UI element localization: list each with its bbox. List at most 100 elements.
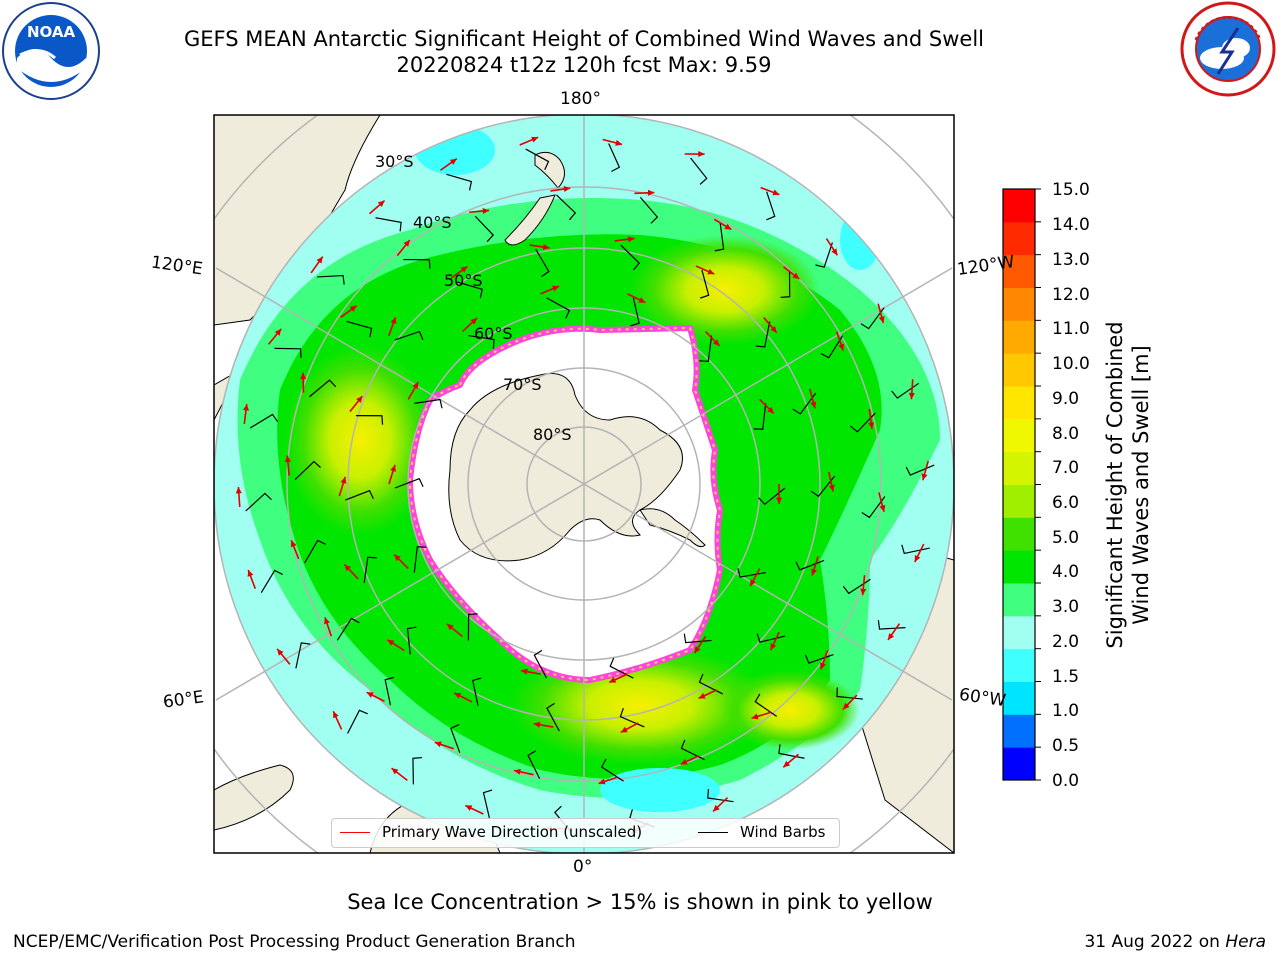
sea-ice-note: Sea Ice Concentration > 15% is shown in … — [347, 890, 933, 914]
wind-barb — [699, 335, 713, 362]
wave-direction-arrowhead — [694, 646, 701, 654]
colorbar-segment — [1003, 254, 1035, 288]
wave-direction-arrowhead — [454, 692, 462, 699]
wind-barb — [820, 335, 844, 359]
wave-direction-arrowhead — [908, 392, 915, 400]
colorbar-segment — [1003, 353, 1035, 387]
wave-direction-arrowhead — [838, 343, 845, 351]
wind-barb — [245, 492, 272, 512]
colorbar-segment — [1003, 681, 1035, 715]
colorbar — [1003, 188, 1041, 781]
wave-direction-arrowhead — [713, 804, 720, 812]
lat-label-70s: 70°S — [503, 375, 542, 394]
wave-direction-arrowhead — [609, 677, 617, 683]
wind-barb — [861, 496, 886, 519]
wind-barb — [620, 244, 641, 271]
colorbar-segment — [1003, 451, 1035, 485]
colorbar-segment — [1003, 287, 1035, 321]
wave-direction-arrowhead — [356, 395, 363, 403]
noaa-logo-text: NOAA — [27, 23, 76, 41]
wave-direction-arrowhead — [366, 692, 374, 698]
wave-direction-arrowhead — [810, 401, 817, 409]
colorbar-tick: 13.0 — [1052, 250, 1090, 270]
wave-direction-arrowhead — [377, 200, 385, 208]
colorbar-segment — [1003, 418, 1035, 453]
wave-direction-arrowhead — [277, 648, 284, 656]
wave-direction-arrowhead — [390, 464, 396, 472]
wind-barb — [467, 613, 478, 641]
lat-label-50s: 50°S — [444, 271, 483, 290]
colorbar-tick: 1.5 — [1052, 667, 1080, 687]
wave-direction-arrowhead — [772, 189, 780, 196]
lon-label-0: 0° — [573, 857, 593, 877]
wave-direction-arrowhead — [449, 158, 457, 165]
wave-direction-arrowhead — [284, 455, 291, 463]
wind-barb — [406, 626, 417, 655]
colorbar-tick: 6.0 — [1052, 493, 1080, 513]
wind-barb — [304, 539, 327, 564]
wave-direction-legend-label: Primary Wave Direction (unscaled) — [382, 823, 643, 841]
colorbar-segment — [1003, 189, 1035, 223]
wave-direction-arrowhead — [615, 139, 623, 146]
wind-barb — [446, 173, 473, 191]
wave-direction-arrowhead — [842, 702, 850, 710]
colorbar-label-line2: Wind Waves and Swell [m] — [1129, 345, 1153, 625]
wind-barb — [714, 223, 725, 252]
wind-barb — [355, 414, 384, 425]
wind-barb — [600, 758, 624, 782]
footer-date-text: 31 Aug 2022 on — [1084, 932, 1226, 952]
wave-direction-arrowhead — [274, 328, 282, 336]
wind-barb — [375, 217, 402, 232]
colorbar-segment — [1003, 550, 1035, 584]
colorbar-tick: 7.0 — [1052, 458, 1080, 478]
wind-barb — [810, 475, 836, 498]
wave-direction-arrowhead — [434, 741, 442, 748]
colorbar-tick: 1.0 — [1052, 701, 1080, 721]
wave-direction-arrowhead — [751, 713, 759, 720]
wave-direction-arrowhead — [914, 554, 921, 562]
wind-barb — [274, 347, 302, 358]
lat-label-80s: 80°S — [533, 425, 572, 444]
wave-direction-arrowhead — [750, 579, 756, 587]
colorbar-segment — [1003, 484, 1035, 518]
wave-direction-arrowhead — [344, 564, 351, 572]
wind-barb — [630, 297, 640, 327]
wave-direction-arrowhead — [235, 487, 242, 494]
wind-barb — [780, 270, 791, 299]
antarctica-landmass — [448, 373, 683, 562]
lat-label-30s: 30°S — [375, 152, 414, 171]
colorbar-segment — [1003, 583, 1035, 617]
wave-direction-arrowhead — [242, 404, 250, 411]
wave-direction-arrowhead — [831, 248, 838, 256]
wind-barb — [394, 477, 424, 489]
wave-direction-arrowhead — [465, 805, 473, 811]
wind-barb — [363, 556, 377, 584]
wind-barb — [608, 143, 621, 173]
wave-direction-arrowhead — [446, 623, 454, 631]
wave-direction-arrowhead — [811, 568, 817, 576]
wave-direction-arrowhead — [290, 540, 297, 548]
wind-barb — [639, 196, 659, 224]
wave-direction-arrowhead — [879, 504, 886, 512]
wave-direction-arrowhead — [482, 207, 490, 215]
chart-title: GEFS MEAN Antarctic Significant Height o… — [183, 27, 985, 51]
colorbar-segment — [1003, 648, 1035, 682]
wind-barb — [850, 412, 876, 433]
wave-direction-arrowhead — [724, 223, 732, 230]
wind-barb — [384, 676, 395, 706]
nws-logo-icon — [1180, 1, 1276, 97]
colorbar-segment — [1003, 320, 1035, 354]
colorbar-tick: 10.0 — [1052, 354, 1090, 374]
colorbar-tick: 8.0 — [1052, 424, 1080, 444]
wave-direction-arrowhead — [620, 726, 628, 733]
wind-barb — [482, 789, 493, 819]
wave-direction-arrowhead — [542, 244, 550, 251]
footer-host: Hera — [1225, 932, 1266, 952]
footer-credit: NCEP/EMC/Verification Post Processing Pr… — [13, 932, 576, 952]
lat-label-60s: 60°S — [474, 324, 513, 343]
wind-barb — [690, 157, 708, 185]
map-area — [214, 115, 954, 853]
wind-barb — [345, 489, 374, 501]
lat-label-40s: 40°S — [413, 213, 452, 232]
